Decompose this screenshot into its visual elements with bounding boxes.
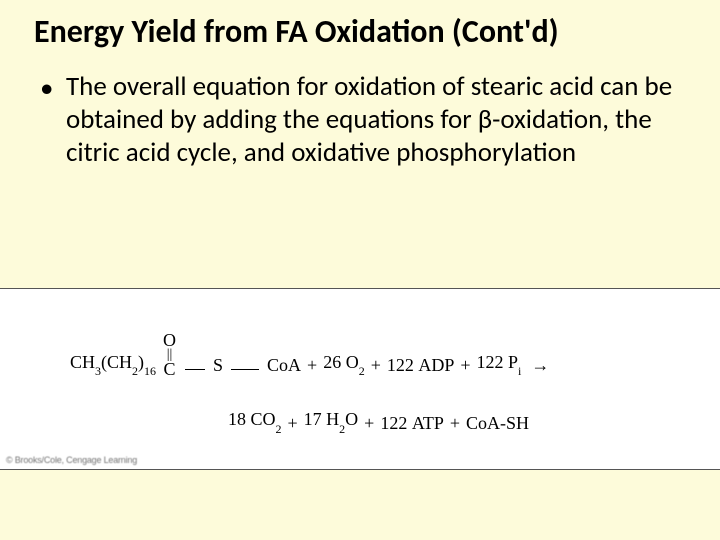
ch2-sub2: 2: [132, 364, 138, 378]
equation-reactants: CH3(CH2)16 O || C S CoA + 26 O2 + 122 AD…: [70, 329, 549, 376]
h2o-o: O: [345, 409, 358, 429]
plus-3: +: [460, 355, 470, 376]
beta-symbol: β: [478, 103, 492, 136]
pi-p: P: [508, 352, 518, 372]
term-pi: 122 Pi: [477, 352, 522, 377]
pi-i: i: [518, 364, 521, 378]
ch3-sub: 3: [95, 364, 101, 378]
term-ch3: CH3(CH2)16: [70, 352, 156, 377]
copyright-text: © Brooks/Cole, Cengage Learning: [6, 455, 137, 465]
pplus-1: +: [288, 413, 298, 434]
term-coash: CoA-SH: [466, 413, 529, 434]
pplus-3: +: [450, 413, 460, 434]
term-co2: 18 CO2: [228, 409, 282, 434]
o2-o: O: [346, 352, 359, 372]
h2o-sub: 2: [339, 422, 345, 436]
bullet-marker: •: [40, 71, 66, 170]
body-text: • The overall equation for oxidation of …: [0, 57, 720, 170]
adp: ADP: [418, 355, 454, 375]
carbonyl-c: C: [164, 360, 176, 378]
h2o-coef: 17: [304, 409, 322, 429]
term-h2o: 17 H2O: [304, 409, 359, 434]
atp: ATP: [412, 413, 444, 433]
bullet-text: The overall equation for oxidation of st…: [66, 71, 680, 170]
bond-2: [231, 369, 259, 370]
pplus-2: +: [364, 413, 374, 434]
term-o2: 26 O2: [323, 352, 365, 377]
equation-products: 18 CO2 + 17 H2O + 122 ATP + CoA-SH: [228, 409, 529, 434]
bullet-item: • The overall equation for oxidation of …: [40, 71, 680, 170]
slide-title: Energy Yield from FA Oxidation (Cont'd): [0, 0, 720, 57]
term-adp: 122 ADP: [387, 355, 455, 376]
h2o-h: H: [326, 409, 339, 429]
ch2-sub16: 16: [144, 364, 156, 378]
carbonyl-group: O || C: [163, 331, 176, 378]
equation-figure: CH3(CH2)16 O || C S CoA + 26 O2 + 122 AD…: [0, 288, 720, 470]
plus-1: +: [307, 355, 317, 376]
atp-coef: 122: [380, 413, 407, 433]
plus-2: +: [371, 355, 381, 376]
term-atp: 122 ATP: [380, 413, 444, 434]
co2-coef: 18: [228, 409, 246, 429]
term-s: S: [213, 355, 223, 376]
o2-sub: 2: [359, 364, 365, 378]
term-coa: CoA: [267, 355, 301, 376]
o2-coef: 26: [323, 352, 341, 372]
ch3: CH: [70, 352, 95, 372]
reaction-arrow: →: [531, 355, 549, 376]
bond-1: [185, 369, 205, 370]
co2-sub: 2: [276, 422, 282, 436]
adp-coef: 122: [387, 355, 414, 375]
co2-co: CO: [251, 409, 276, 429]
ch2-open: (CH: [101, 352, 132, 372]
pi-coef: 122: [477, 352, 504, 372]
